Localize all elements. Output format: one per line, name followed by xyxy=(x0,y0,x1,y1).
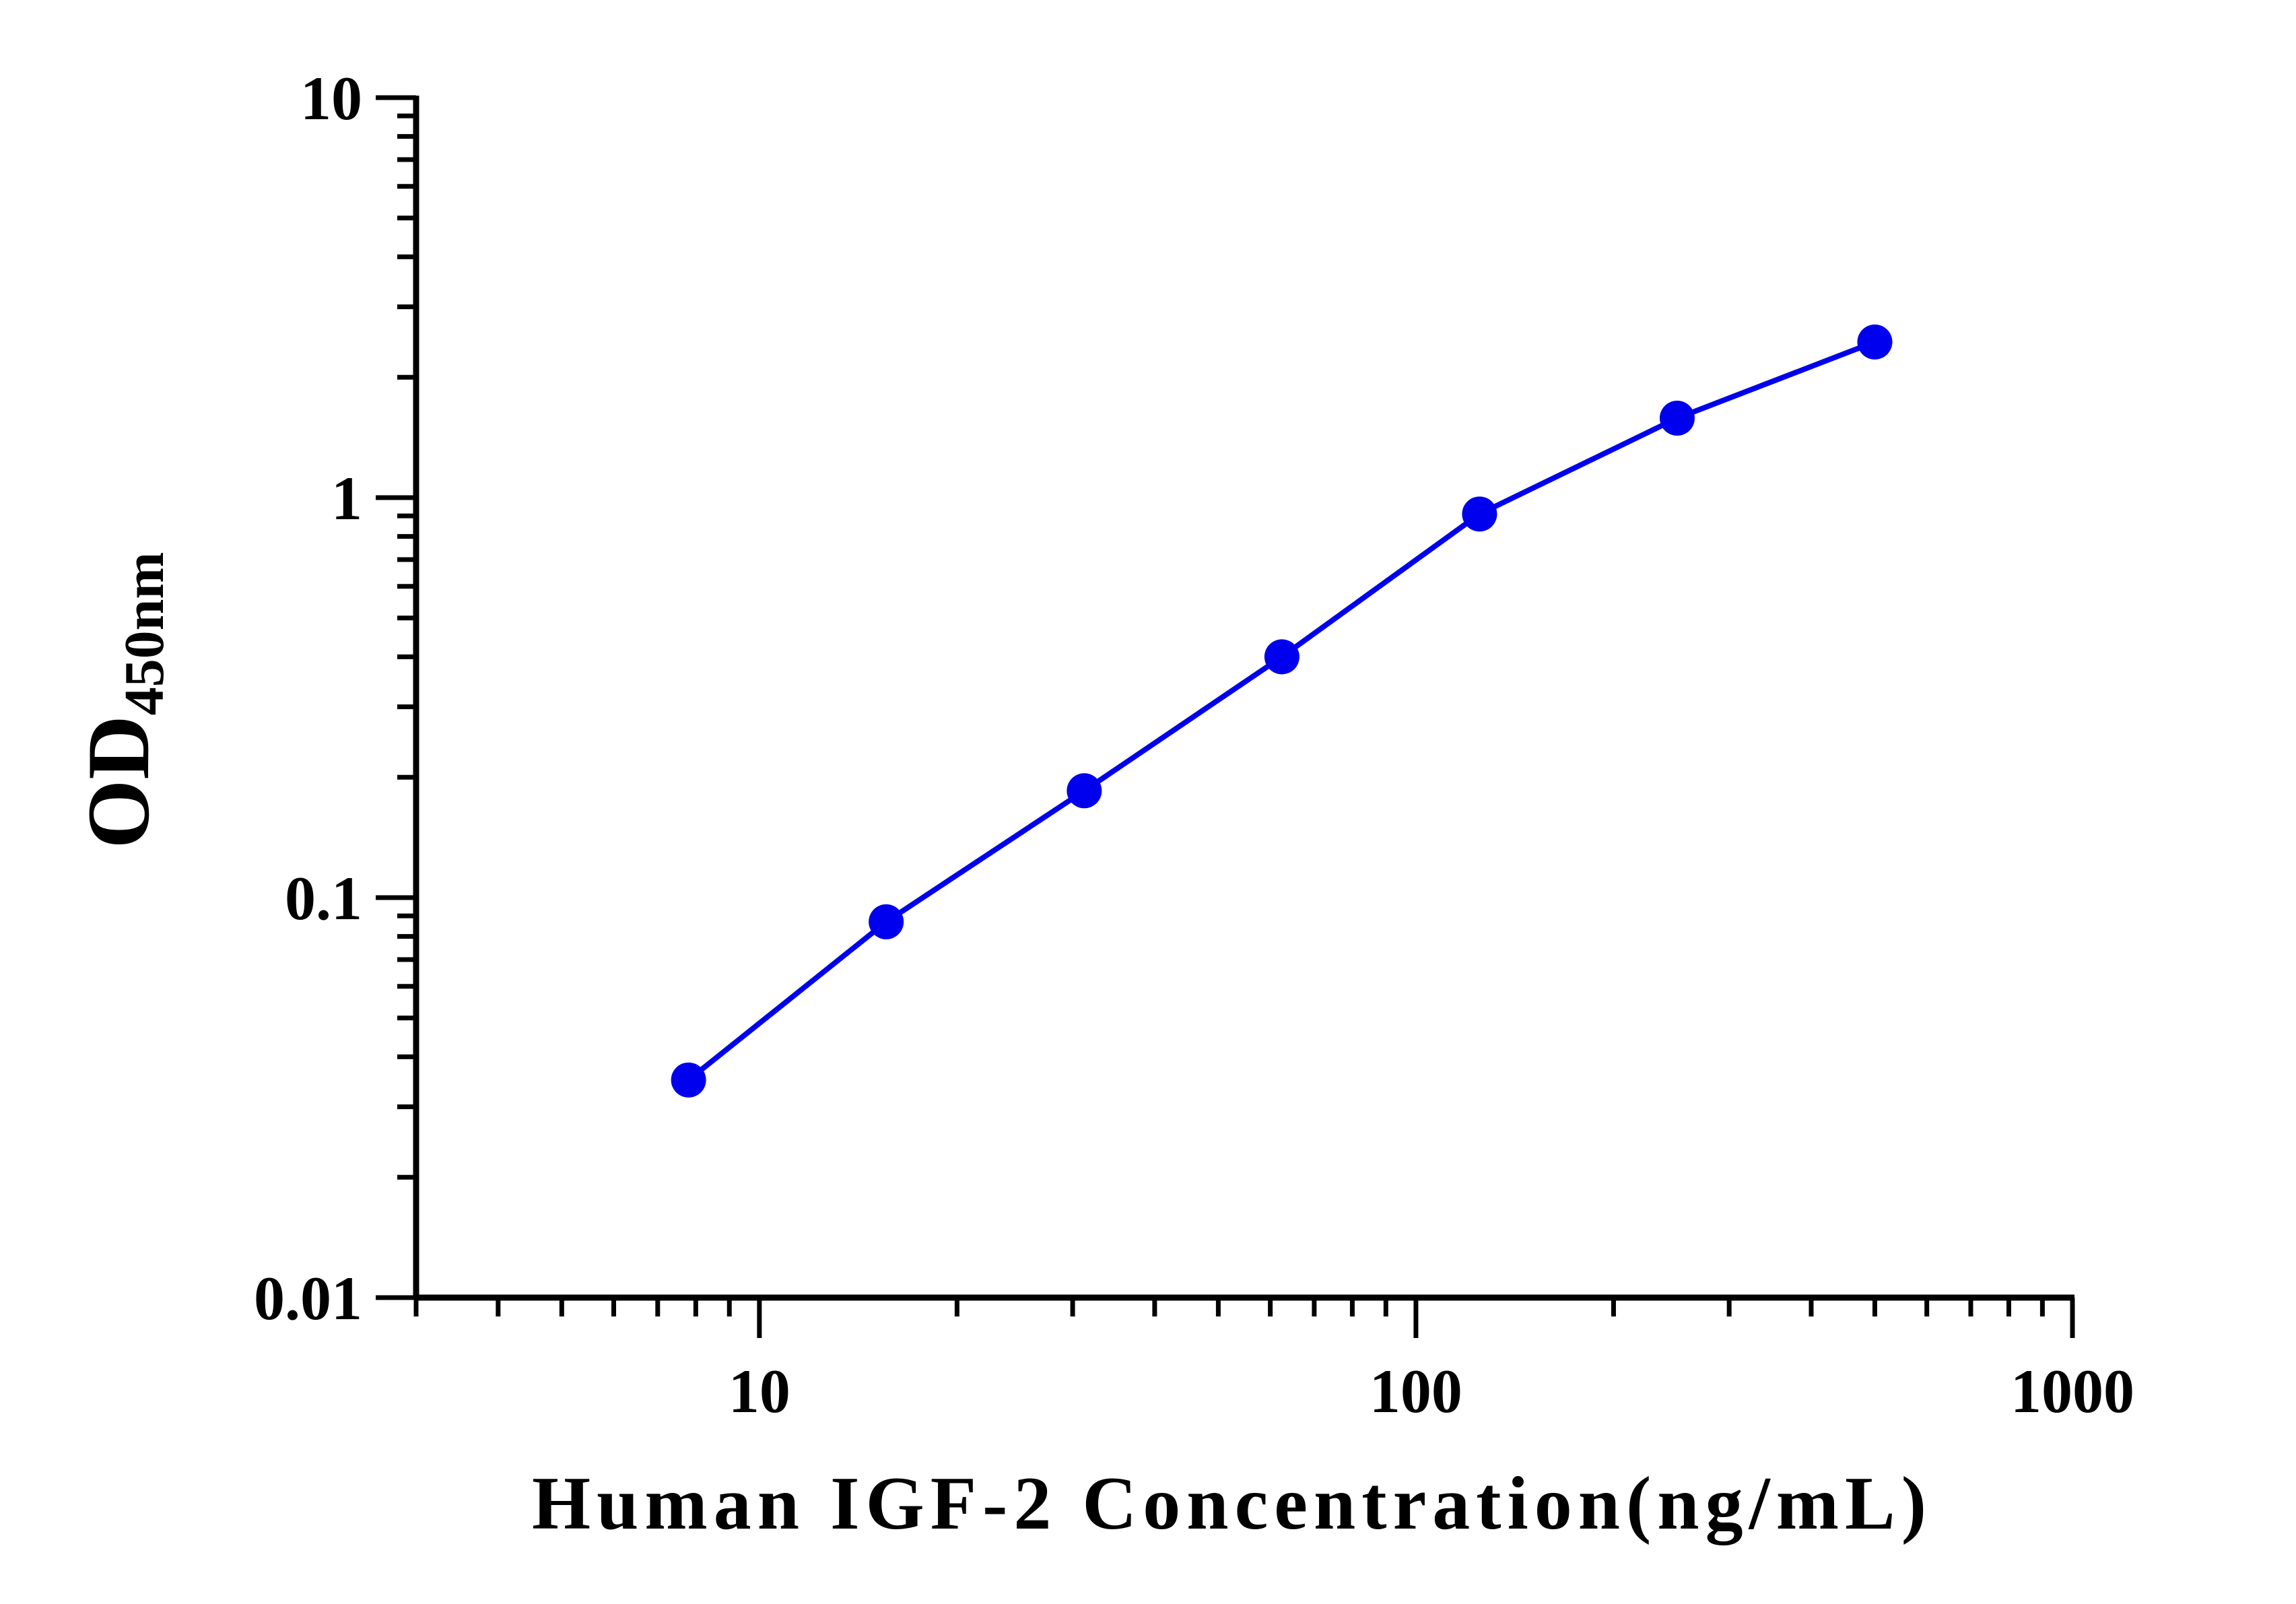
y-axis-title: OD450nm xyxy=(69,552,176,849)
y-tick-label: 1 xyxy=(331,464,362,533)
x-axis-title: Human IGF-2 Concentration(ng/mL) xyxy=(532,1462,1932,1545)
data-point xyxy=(1462,496,1497,532)
axes xyxy=(413,96,2074,1301)
x-tick-label: 1000 xyxy=(2011,1357,2134,1426)
series xyxy=(671,324,1893,1098)
y-tick-label: 10 xyxy=(300,64,362,133)
y-tick-label: 0.1 xyxy=(285,864,362,933)
series-line xyxy=(687,339,1876,1082)
data-point xyxy=(1264,639,1299,675)
data-point xyxy=(1857,324,1893,360)
y-tick-label: 0.01 xyxy=(254,1264,362,1333)
y-axis-title-main: OD xyxy=(69,715,168,848)
x-tick-label: 10 xyxy=(729,1357,790,1426)
data-point xyxy=(1659,400,1695,436)
tick-labels: 0.01 0.1 1 10 10 100 1000 xyxy=(254,64,2134,1426)
y-axis-title-subscript: 450nm xyxy=(113,552,176,716)
data-point xyxy=(671,1062,706,1098)
data-point xyxy=(869,904,904,939)
axis-ticks xyxy=(376,95,2075,1338)
x-tick-label: 100 xyxy=(1370,1357,1462,1426)
data-point xyxy=(1067,773,1102,809)
